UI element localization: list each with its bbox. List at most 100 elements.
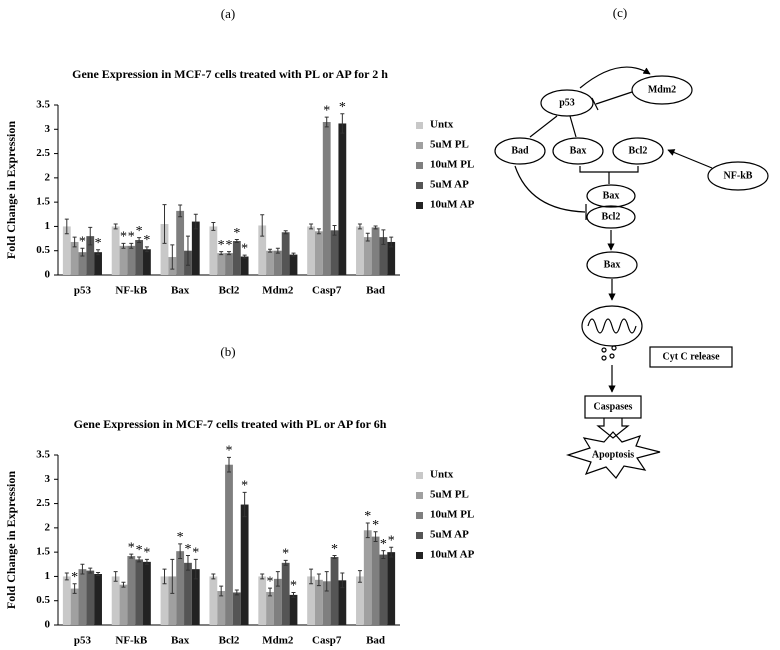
bar [191,221,200,275]
x-tick-label: p53 [74,285,92,297]
bar [127,556,136,625]
error-bar [357,223,362,230]
y-tick-label: 0 [45,269,51,281]
legend-swatch [416,202,423,209]
legend-swatch [416,472,423,479]
error-bar [219,251,224,256]
legend-swatch [416,122,423,129]
panel-label: (c) [613,5,627,20]
bar [135,559,144,625]
error-bar [283,559,288,566]
x-tick-label: Bax [171,635,190,647]
error-bar [80,247,85,257]
bar [176,210,185,275]
bracket [579,166,639,184]
bar [143,561,151,625]
legend-label: 5uM PL [430,139,469,151]
error-bar [268,248,273,253]
y-tick-label: 2.5 [36,147,50,159]
bar [387,241,396,275]
significance-marker: * [241,479,248,494]
bar [363,237,372,275]
significance-marker: * [192,546,199,561]
error-bar [389,236,394,248]
error-bar [357,570,362,583]
y-tick-label: 3.5 [36,449,50,461]
arrow [596,418,630,439]
bar [127,245,136,275]
error-bar [170,558,175,594]
error-bar [242,491,247,518]
error-bar [309,223,314,230]
bar [94,574,102,625]
legend-swatch [416,162,423,169]
error-bar [162,568,167,585]
bar [338,123,347,275]
significance-marker: * [388,534,395,549]
bar [119,245,128,275]
error-bar [219,585,224,597]
node-label: Bcl2 [602,211,621,222]
bar [135,240,144,275]
diagram: (c) p53 Mdm2 Bad Bax Bcl2 NF-kB Bax Bcl2… [494,5,769,479]
error-bar [72,583,77,594]
error-bar [283,230,288,235]
bar [232,241,241,275]
legend-swatch [416,532,423,539]
error-bar [340,572,345,589]
legend-label: Untx [430,469,454,481]
bar [258,576,267,625]
significance-marker: * [241,241,248,256]
chart-title: Gene Expression in MCF-7 cells treated w… [74,417,387,431]
legend-label: Untx [430,119,454,131]
y-tick-label: 1 [45,570,51,582]
error-bar [129,553,134,559]
significance-marker: * [143,233,150,248]
error-bar [260,573,265,580]
node [494,137,546,165]
error-bar [162,204,167,244]
y-tick-label: 3 [45,123,51,135]
legend-label: 10uM PL [430,159,474,171]
cristae [587,318,637,334]
legend-label: 10uM PL [430,509,474,521]
bar [225,253,233,275]
arrow [529,115,558,138]
bar [94,252,102,275]
error-bar [291,252,296,257]
error-bar [88,226,93,246]
error-bar [96,572,101,576]
bar [322,581,331,625]
node-label: Apoptosis [592,449,634,460]
node [707,161,769,191]
y-tick-label: 1.5 [36,546,50,558]
x-tick-label: Bad [366,285,385,297]
error-bar [373,225,378,230]
significance-marker: * [136,543,143,558]
error-bar [113,571,118,582]
significance-marker: * [218,238,225,253]
error-bar [64,218,69,235]
error-bar [178,204,183,218]
node-label: p53 [559,97,575,108]
error-bar [185,235,190,266]
arrow [579,66,651,89]
error-bar [64,572,69,581]
legend-label: 10uM AP [430,549,475,561]
error-bar [268,587,273,597]
bar [289,254,298,275]
significance-marker: * [177,530,184,545]
error-bar [381,550,386,559]
dot [609,353,615,359]
panel-label: (b) [220,344,235,359]
bar [330,557,339,625]
error-bar [275,247,280,254]
node [586,251,638,279]
significance-marker: * [79,235,86,250]
bar [356,576,364,625]
panel-label: (a) [221,6,235,21]
bar [281,232,290,275]
error-bar [170,244,175,270]
legend-label: 10uM AP [430,199,475,211]
